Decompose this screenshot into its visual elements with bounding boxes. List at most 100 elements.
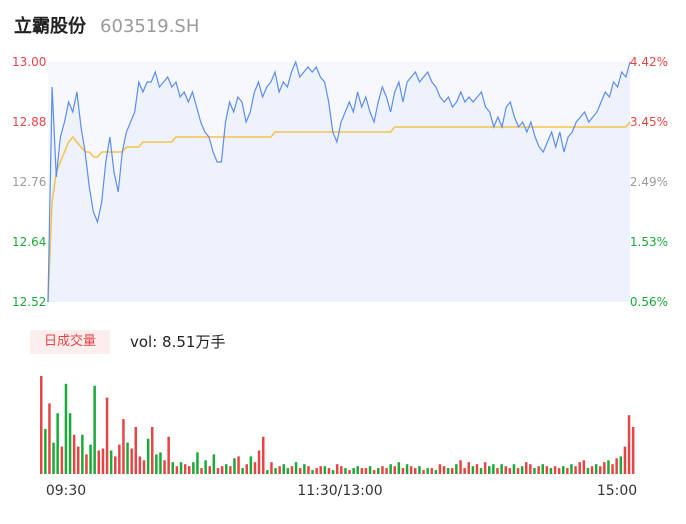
- volume-bar: [323, 466, 327, 474]
- volume-bar: [303, 464, 306, 474]
- volume-bars: [40, 376, 635, 474]
- volume-bar: [385, 468, 388, 474]
- volume-bar: [44, 428, 47, 474]
- volume-bar: [364, 468, 368, 474]
- volume-bar: [225, 464, 228, 474]
- volume-bar: [442, 466, 446, 474]
- volume-bar: [81, 434, 84, 474]
- volume-bar: [89, 444, 92, 474]
- price-chart: 13.00 12.88 12.76 12.64 12.52 4.42% 3.45% 2.49…: [12, 55, 668, 309]
- volume-bar: [142, 460, 146, 474]
- volume-bar: [467, 462, 470, 474]
- volume-bar: [48, 403, 51, 474]
- volume-bar: [52, 442, 55, 474]
- volume-bar: [438, 464, 442, 474]
- volume-bar: [138, 456, 142, 474]
- y-tick-right: 2.49%: [630, 175, 668, 189]
- volume-bar: [549, 468, 553, 474]
- volume-bar: [253, 462, 257, 474]
- y-axis-right-ticks: 4.42% 3.45% 2.49% 1.53% 0.56%: [630, 55, 668, 309]
- volume-bar: [183, 464, 187, 474]
- volume-bar: [97, 450, 100, 474]
- volume-bar: [422, 470, 425, 474]
- volume-bar: [114, 456, 117, 474]
- volume-bar: [299, 468, 302, 474]
- volume-bar: [397, 462, 401, 474]
- volume-bar: [257, 450, 261, 474]
- volume-bar: [64, 383, 68, 474]
- volume-bar: [220, 466, 224, 474]
- volume-bar: [233, 458, 236, 474]
- x-axis-ticks: 09:30 11:30/13:00 15:00: [46, 483, 637, 499]
- volume-bar: [623, 446, 627, 474]
- volume-bar: [85, 454, 88, 474]
- volume-bar: [377, 468, 380, 474]
- volume-bar: [175, 466, 179, 474]
- volume-bar: [348, 470, 351, 474]
- volume-bar: [504, 466, 507, 474]
- volume-bar: [93, 385, 96, 474]
- volume-bar: [101, 448, 105, 474]
- volume-bar: [146, 438, 150, 474]
- volume-bar: [331, 470, 335, 474]
- y-tick-right: 0.56%: [630, 295, 668, 309]
- volume-bar: [488, 466, 491, 474]
- volume-bar: [171, 462, 174, 474]
- volume-bar: [381, 466, 384, 474]
- volume-bar: [418, 466, 421, 474]
- volume-bar: [245, 464, 248, 474]
- volume-bar: [520, 466, 524, 474]
- volume-bar: [130, 448, 133, 474]
- y-tick-right: 3.45%: [630, 115, 668, 129]
- volume-bar: [167, 436, 170, 474]
- stock-name: 立霸股份: [14, 16, 86, 37]
- volume-readout: vol: 8.51万手: [130, 333, 226, 351]
- volume-bar: [603, 462, 606, 474]
- volume-bar: [229, 466, 232, 474]
- x-tick-label: 11:30/13:00: [297, 483, 382, 499]
- volume-bar: [188, 466, 191, 474]
- volume-bar: [274, 468, 277, 474]
- volume-bar: [282, 464, 285, 474]
- volume-bar: [578, 462, 581, 474]
- volume-bar: [319, 466, 322, 474]
- volume-bar: [463, 468, 466, 474]
- volume-bar: [455, 464, 458, 474]
- volume-bar: [401, 468, 405, 474]
- volume-bar: [451, 468, 454, 474]
- volume-bar: [72, 434, 76, 474]
- volume-bar: [525, 462, 528, 474]
- volume-bar: [344, 468, 347, 474]
- volume-bar: [471, 466, 475, 474]
- volume-bar: [389, 464, 392, 474]
- volume-bar: [134, 427, 137, 474]
- volume-bar: [483, 462, 487, 474]
- volume-bar: [270, 462, 273, 474]
- volume-bar: [529, 464, 532, 474]
- volume-bar: [599, 466, 602, 474]
- volume-bar: [105, 397, 109, 474]
- volume-bar: [335, 464, 339, 474]
- volume-bar: [586, 468, 590, 474]
- volume-bar: [262, 436, 265, 474]
- volume-bar: [516, 468, 520, 474]
- volume-bar: [446, 468, 450, 474]
- volume-bar: [159, 452, 162, 474]
- volume-bar: [126, 442, 129, 474]
- volume-bar: [241, 468, 244, 474]
- volume-bar: [155, 454, 158, 474]
- volume-bar: [315, 468, 318, 474]
- volume-bar: [615, 458, 618, 474]
- volume-bar: [590, 466, 594, 474]
- volume-bar: [607, 460, 610, 474]
- volume-bar: [434, 470, 438, 474]
- volume-bar: [426, 468, 429, 474]
- volume-bar: [533, 468, 536, 474]
- daily-volume-tab[interactable]: 日成交量: [30, 330, 110, 354]
- volume-bar: [212, 454, 216, 474]
- volume-bar: [619, 456, 623, 474]
- volume-bar: [179, 462, 183, 474]
- volume-bar: [582, 460, 586, 474]
- volume-bar: [545, 466, 549, 474]
- x-tick-label: 09:30: [46, 483, 86, 499]
